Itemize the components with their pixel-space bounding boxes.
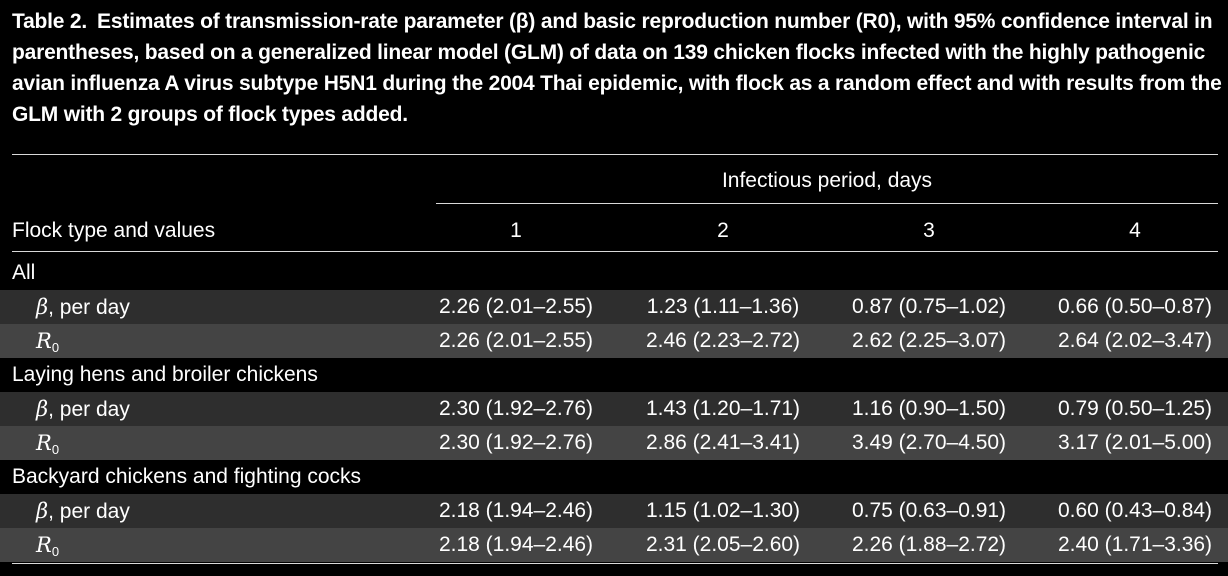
beta-row-label: β, per day: [36, 494, 130, 529]
group-row: Laying hens and broiler chickens: [0, 358, 1228, 392]
table-cell: 2.62 (2.25–3.07): [851, 329, 1007, 352]
beta-unit-label: , per day: [48, 500, 130, 523]
top-rule: [12, 154, 1218, 155]
table-row: R0 2.26 (2.01–2.55) 2.46 (2.23–2.72) 2.62 (…: [0, 324, 1228, 358]
table-cell: 2.18 (1.94–2.46): [438, 533, 594, 556]
table-cell: 3.49 (2.70–4.50): [851, 431, 1007, 454]
flock-type-header: Flock type and values: [12, 219, 216, 242]
r0-symbol: R: [36, 533, 52, 557]
table-cell: 2.31 (2.05–2.60): [645, 533, 801, 556]
table-cell: 0.66 (0.50–0.87): [1057, 295, 1213, 318]
table-cell: 2.26 (2.01–2.55): [438, 295, 594, 318]
table-cell: 0.75 (0.63–0.91): [851, 499, 1007, 522]
table-row: β, per day 2.26 (2.01–2.55) 1.23 (1.11–1.3…: [0, 290, 1228, 324]
r0-symbol: R: [36, 329, 52, 353]
beta-symbol: β: [36, 397, 49, 421]
table-cell: 2.26 (1.88–2.72): [851, 533, 1007, 556]
beta-row-label: β, per day: [36, 392, 130, 427]
table-cell: 2.30 (1.92–2.76): [438, 397, 594, 420]
table-row: R0 2.30 (1.92–2.76) 2.86 (2.41–3.41) 3.49 (…: [0, 426, 1228, 460]
table-cell: 0.60 (0.43–0.84): [1057, 499, 1213, 522]
beta-symbol: β: [36, 295, 49, 319]
table-cell: 2.64 (2.02–3.47): [1057, 329, 1213, 352]
group-label: All: [12, 261, 36, 284]
table-cell: 1.15 (1.02–1.30): [645, 499, 801, 522]
r0-subscript: 0: [51, 340, 60, 355]
beta-unit-label: , per day: [48, 296, 130, 319]
r0-symbol: R: [36, 431, 52, 455]
header-group-rule: [436, 203, 1218, 204]
r0-row-label: R0: [36, 528, 59, 569]
r0-row-label: R0: [36, 426, 59, 467]
group-row: All: [0, 256, 1228, 290]
table-cell: 1.43 (1.20–1.71): [645, 397, 801, 420]
table-cell: 2.18 (1.94–2.46): [438, 499, 594, 522]
table-cell: 2.26 (2.01–2.55): [438, 329, 594, 352]
column-header-1: 1: [510, 219, 522, 242]
beta-symbol: β: [36, 499, 49, 523]
table-row: β, per day 2.30 (1.92–2.76) 1.43 (1.20–1.7…: [0, 392, 1228, 426]
beta-unit-label: , per day: [48, 398, 130, 421]
table-cell: 2.40 (1.71–3.36): [1057, 533, 1213, 556]
table-cell: 2.86 (2.41–3.41): [645, 431, 801, 454]
beta-row-label: β, per day: [36, 290, 130, 325]
table-row: R0 2.18 (1.94–2.46) 2.31 (2.05–2.60) 2.26 (…: [0, 528, 1228, 562]
table-cell: 0.79 (0.50–1.25): [1057, 397, 1213, 420]
r0-subscript: 0: [51, 544, 60, 559]
r0-row-label: R0: [36, 324, 59, 365]
group-label: Laying hens and broiler chickens: [12, 363, 318, 386]
group-row: Backyard chickens and fighting cocks: [0, 460, 1228, 494]
table-cell: 0.87 (0.75–1.02): [851, 295, 1007, 318]
table-caption: Table 2. Estimates of transmission-rate p…: [12, 6, 1222, 130]
table-row: β, per day 2.18 (1.94–2.46) 1.15 (1.02–1.3…: [0, 494, 1228, 528]
column-header-4: 4: [1129, 219, 1141, 242]
r0-subscript: 0: [51, 442, 60, 457]
column-header-3: 3: [923, 219, 935, 242]
table-cell: 2.46 (2.23–2.72): [645, 329, 801, 352]
table-cell: 1.23 (1.11–1.36): [646, 295, 800, 318]
infectious-period-header: Infectious period, days: [721, 169, 933, 192]
bottom-rule: [12, 563, 1218, 564]
table-cell: 2.30 (1.92–2.76): [438, 431, 594, 454]
table-number: Table 2.: [12, 10, 88, 33]
caption-text: Estimates of transmission-rate parameter…: [12, 10, 1222, 126]
table-cell: 1.16 (0.90–1.50): [851, 397, 1007, 420]
table-cell: 3.17 (2.01–5.00): [1057, 431, 1213, 454]
column-header-2: 2: [717, 219, 729, 242]
group-label: Backyard chickens and fighting cocks: [12, 465, 362, 488]
header-bottom-rule: [12, 251, 1218, 252]
